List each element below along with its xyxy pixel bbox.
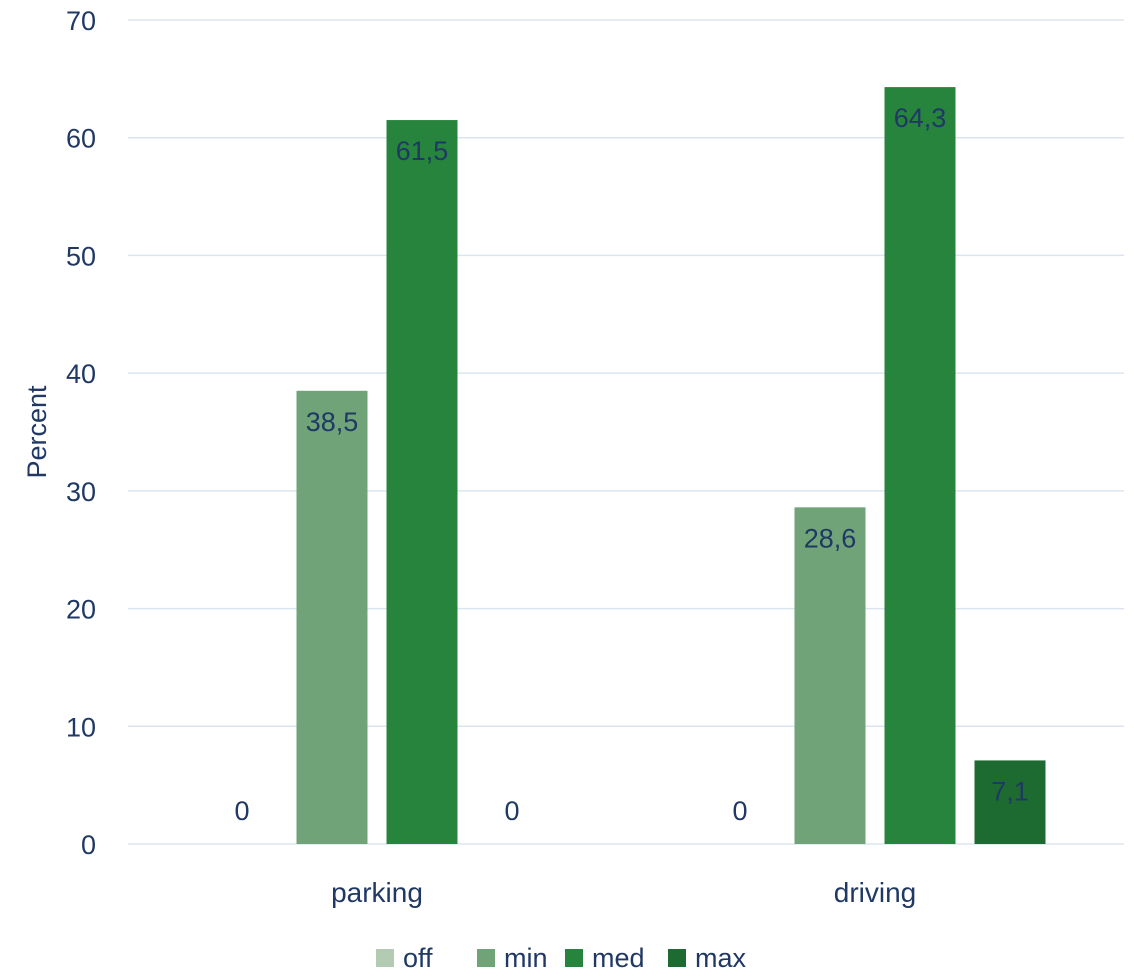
y-tick-label: 70 <box>66 6 96 36</box>
data-label-max-driving: 7,1 <box>991 776 1029 806</box>
data-labels: 0 38,5 61,5 0 0 28,6 64,3 7,1 <box>234 103 1028 826</box>
x-tick-label: driving <box>834 877 916 908</box>
data-label-max-parking: 0 <box>504 796 519 826</box>
legend-label-max: max <box>695 943 747 973</box>
grid-lines <box>128 19 1124 845</box>
data-label-off-parking: 0 <box>234 796 249 826</box>
legend-swatch-max <box>668 949 686 967</box>
y-tick-label: 20 <box>66 595 96 625</box>
legend-swatch-med <box>565 949 583 967</box>
bar-min-driving <box>794 507 866 844</box>
data-label-med-driving: 64,3 <box>894 103 947 133</box>
y-axis-label: Percent <box>22 385 52 479</box>
y-axis-ticks: 0 10 20 30 40 50 60 70 <box>66 6 96 860</box>
bar-min-parking <box>296 390 368 844</box>
legend-swatch-min <box>477 949 495 967</box>
y-tick-label: 40 <box>66 359 96 389</box>
y-tick-label: 60 <box>66 124 96 154</box>
x-tick-label: parking <box>331 877 423 908</box>
y-tick-label: 30 <box>66 477 96 507</box>
legend-label-off: off <box>403 943 433 973</box>
bar-max-driving <box>974 760 1046 844</box>
legend-label-med: med <box>592 943 645 973</box>
legend-swatch-off <box>376 949 394 967</box>
category-labels: parking driving <box>331 877 916 908</box>
bars <box>296 87 1046 845</box>
bar-med-driving <box>884 87 956 844</box>
data-label-min-parking: 38,5 <box>306 407 359 437</box>
y-tick-label: 50 <box>66 241 96 271</box>
data-label-off-driving: 0 <box>732 796 747 826</box>
legend: off min med max <box>376 943 747 973</box>
y-tick-label: 0 <box>81 830 96 860</box>
data-label-min-driving: 28,6 <box>804 523 857 553</box>
bar-med-parking <box>386 120 458 845</box>
y-tick-label: 10 <box>66 712 96 742</box>
data-label-med-parking: 61,5 <box>396 136 449 166</box>
legend-label-min: min <box>504 943 548 973</box>
